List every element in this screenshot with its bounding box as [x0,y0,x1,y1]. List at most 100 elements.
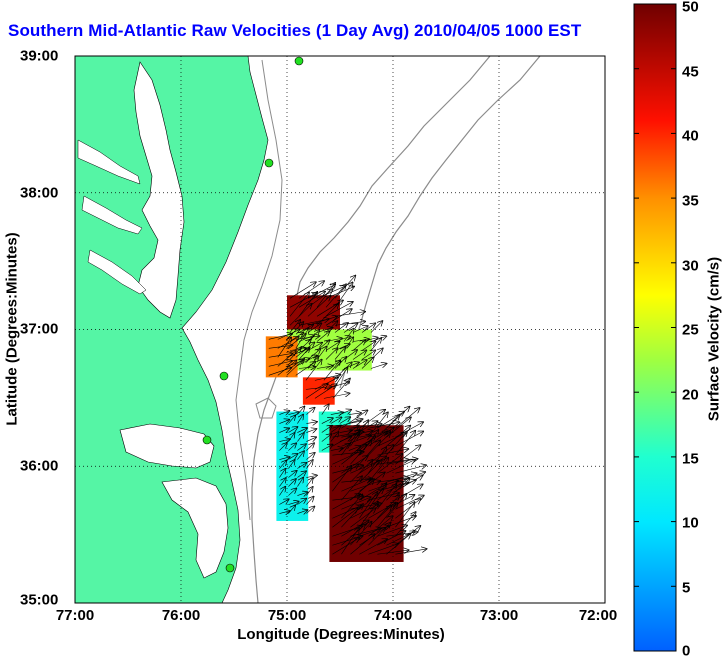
velocity-arrow [359,528,385,546]
velocity-arrow [368,523,390,546]
velocity-arrow [288,488,296,496]
velocity-arrow [395,499,420,519]
velocity-arrow [321,426,332,433]
velocity-arrow [298,281,324,299]
velocity-arrow [370,321,382,333]
velocity-arrow [325,309,352,326]
velocity-arrow [332,379,350,399]
velocity-arrow [306,487,312,496]
velocity-arrow [288,460,294,469]
y-tick-label: 38:00 [20,184,59,202]
velocity-arrow [341,479,370,492]
velocity-arrow [332,508,357,528]
velocity-arrow [377,460,408,465]
velocity-arrow [339,444,350,451]
velocity-arrow [268,368,292,376]
velocity-arrow [386,431,407,456]
velocity-arrow [352,350,366,360]
velocity-arrow [297,492,307,495]
velocity-arrow [377,478,408,483]
velocity-arrow [359,472,384,492]
velocity-arrow [295,336,320,339]
velocity-arrow [325,342,339,351]
velocity-arrow [334,282,353,308]
velocity-arrow [352,326,368,333]
colorbar-tick-label: 10 [682,514,699,532]
velocity-arrow [352,360,367,369]
station-marker [264,158,274,168]
velocity-arrow [268,353,292,358]
velocity-arrow [306,443,314,451]
colorbar-tick-label: 0 [682,642,691,660]
velocity-arrow [359,492,377,519]
velocity-arrow [343,350,357,360]
velocity-arrow [350,508,375,528]
y-tick-label: 37:00 [20,320,59,338]
velocity-arrow [386,534,410,555]
velocity-arrow [330,448,343,450]
velocity-arrow [305,384,328,399]
velocity-arrow [350,522,371,546]
velocity-arrow [343,337,353,351]
velocity-arrow [350,528,380,537]
river-3 [87,249,147,295]
velocity-arrow [298,292,325,308]
colorbar-tick-label: 25 [682,321,699,339]
velocity-arrow [297,478,303,487]
velocity-arrow [334,323,348,333]
colorbar [633,3,677,652]
velocity-arrow [279,469,285,478]
velocity-arrow [279,461,286,469]
velocity-arrow [361,338,378,342]
velocity-arrow [350,479,374,501]
velocity-arrow [288,443,296,451]
velocity-arrow [368,428,393,447]
velocity-vectors [268,276,427,555]
velocity-arrow [316,283,335,308]
x-tick-label: 76:00 [161,607,201,624]
station-marker [202,435,212,445]
velocity-arrow [288,415,295,424]
velocity-arrow [348,425,359,433]
velocity-arrow [306,507,314,514]
river-1 [77,139,141,185]
velocity-arrow [339,430,352,432]
river-2 [81,195,143,235]
velocity-arrow [350,420,368,447]
velocity-arrow [395,526,420,546]
velocity-arrow [306,422,316,424]
velocity-arrow [395,408,419,429]
colorbar-tick-label: 40 [682,127,699,145]
grid-lines [75,56,605,603]
velocity-arrow [350,421,377,438]
velocity-arrow [341,525,365,546]
velocity-arrow [348,413,361,415]
velocity-arrow [279,428,289,432]
colorbar-tick-label: 15 [682,450,699,468]
colorbar-tick-label: 50 [682,0,699,16]
velocity-arrow [307,323,321,333]
velocity-arrow [350,461,379,474]
velocity-arrow [279,511,289,514]
velocity-arrow [377,433,406,447]
velocity-arrow [321,418,333,424]
velocity-arrow [386,460,414,474]
velocity-arrow [370,348,383,360]
velocity-arrow [343,329,354,342]
velocity-arrow [359,539,387,555]
velocity-arrow [321,404,329,415]
velocity-arrow [370,338,381,351]
velocity-arrow [395,472,425,483]
velocity-arrow [359,410,385,429]
x-axis-label: Longitude (Degrees:Minutes) [237,626,445,643]
velocity-arrow [323,360,340,381]
velocity-arrow [377,525,407,537]
velocity-arrow [297,415,303,424]
velocity-arrow [359,440,380,465]
velocity-arrow [332,466,351,492]
velocity-arrow [289,282,316,299]
x-tick-label: 75:00 [267,607,307,624]
velocity-arrow [330,417,342,424]
velocity-arrow [297,451,304,460]
velocity-arrow [279,457,289,460]
